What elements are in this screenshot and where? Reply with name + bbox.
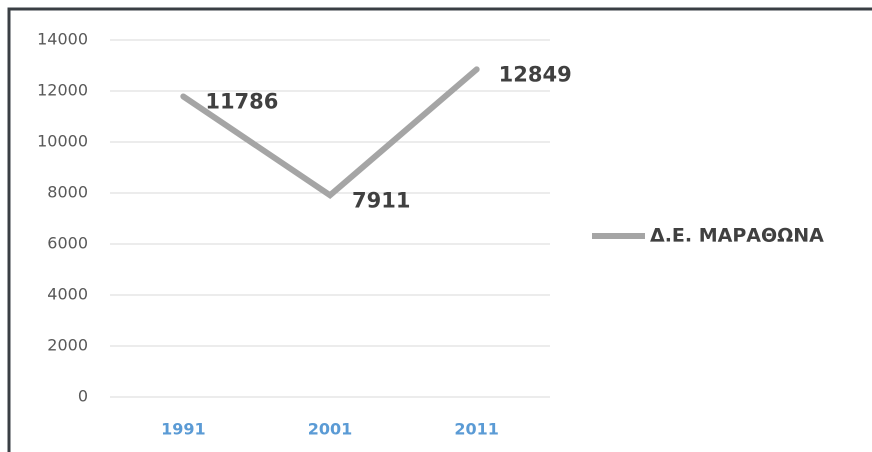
y-tick-label: 6000 [47, 234, 88, 253]
y-tick-label: 14000 [37, 30, 88, 49]
y-tick-label: 8000 [47, 183, 88, 202]
frame [7, 7, 872, 452]
y-tick-label: 0 [78, 387, 88, 406]
data-label: 7911 [352, 188, 410, 212]
data-label: 11786 [205, 89, 278, 113]
y-tick-label: 4000 [47, 285, 88, 304]
y-tick-label: 2000 [47, 336, 88, 355]
legend-label: Δ.Ε. ΜΑΡΑΘΩΝΑ [650, 225, 824, 247]
y-tick-label: 12000 [37, 81, 88, 100]
x-tick-label: 1991 [161, 420, 206, 439]
x-tick-label: 2011 [454, 420, 499, 439]
data-line [180, 66, 480, 200]
x-tick-label: 2001 [308, 420, 353, 439]
y-tick-label: 10000 [37, 132, 88, 151]
data-label: 12849 [499, 62, 572, 86]
